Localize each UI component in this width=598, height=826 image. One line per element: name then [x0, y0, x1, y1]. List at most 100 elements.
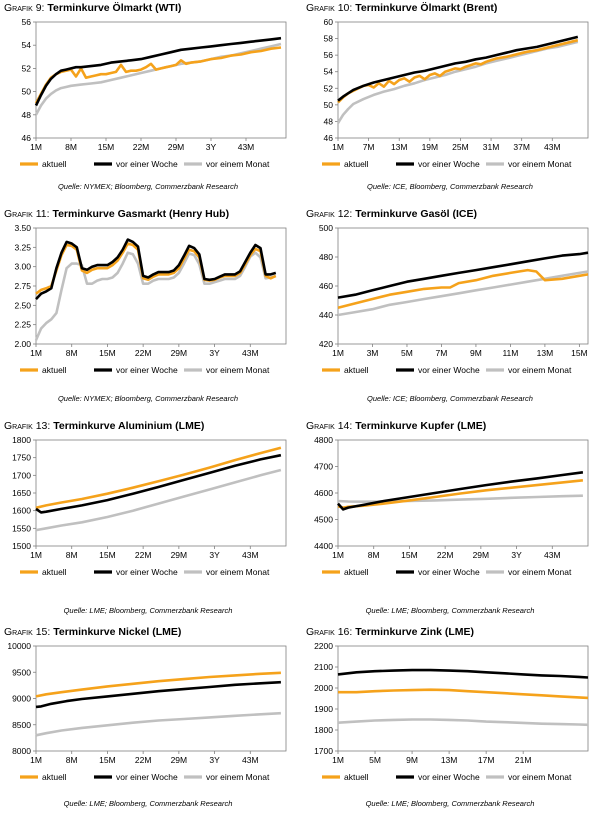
y-tick-label: 460 [319, 281, 333, 291]
legend-label: vor einem Monat [508, 772, 572, 782]
legend-label: vor einer Woche [418, 159, 480, 169]
x-tick-label: 15M [401, 550, 418, 560]
series-line-aktuell [35, 446, 282, 510]
title-prefix: Grafik [4, 626, 33, 638]
y-tick-label: 4800 [314, 435, 333, 445]
chart-panel-brent: Grafik 10: Terminkurve Ölmarkt (Brent) 4… [304, 2, 596, 202]
x-tick-label: 25M [452, 142, 469, 152]
title-prefix: Grafik [4, 2, 33, 14]
x-tick-label: 3M [367, 348, 379, 358]
chart-number: 13: [35, 420, 51, 432]
chart-title: Grafik 13: Terminkurve Aluminium (LME) [4, 420, 204, 432]
legend-label: vor einer Woche [116, 365, 178, 375]
line-chart-wti: 46 48 50 52 54 56 1M 8M 15M 22M 29M 3Y 43M aktuell vor… [20, 17, 287, 169]
x-tick-label: 43M [544, 550, 561, 560]
legend-label: vor einem Monat [206, 159, 270, 169]
plot-frame [35, 21, 287, 139]
x-tick-label: 15M [99, 550, 116, 560]
y-tick-label: 1700 [12, 470, 31, 480]
y-tick-label: 3.00 [14, 262, 31, 272]
line-chart-aluminium: 1500 1550 1600 1650 1700 1750 1800 1M 8M 15M 22M 29… [12, 435, 287, 577]
x-tick-label: 15M [99, 755, 116, 765]
y-tick-label: 52 [22, 63, 32, 73]
chart-number: 15: [35, 626, 51, 638]
chart-source: Quelle: LME; Bloomberg, Commerzbank Rese… [365, 799, 535, 808]
legend-label: vor einer Woche [116, 567, 178, 577]
y-tick-label: 1650 [12, 488, 31, 498]
legend-label: aktuell [344, 365, 369, 375]
x-tick-label: 29M [171, 755, 188, 765]
x-tick-label: 7M [436, 348, 448, 358]
legend-label: aktuell [344, 772, 369, 782]
x-tick-label: 7M [363, 142, 375, 152]
y-tick-label: 60 [324, 17, 334, 27]
y-tick-label: 440 [319, 310, 333, 320]
x-tick-label: 37M [513, 142, 530, 152]
line-chart-zink: 1700 1800 1900 2000 2100 2200 1M 5M 9M 13M 17M 21M a… [314, 641, 589, 782]
legend-label: aktuell [344, 567, 369, 577]
chart-source: Quelle: ICE, Bloomberg, Commerzbank Rese… [367, 182, 533, 191]
y-tick-label: 8500 [12, 720, 31, 730]
chart-title-text: Terminkurve Gasmarkt (Henry Hub) [52, 208, 230, 220]
chart-panel-aluminium: Grafik 13: Terminkurve Aluminium (LME) 1… [2, 420, 294, 620]
y-tick-label: 56 [324, 50, 334, 60]
y-tick-label: 1750 [12, 453, 31, 463]
x-tick-label: 8M [66, 348, 78, 358]
x-tick-label: 1M [30, 550, 42, 560]
chart-panel-nickel: Grafik 15: Terminkurve Nickel (LME) 8000… [2, 626, 294, 826]
x-tick-label: 3Y [209, 755, 220, 765]
chart-title: Grafik 9: Terminkurve Ölmarkt (WTI) [4, 2, 181, 14]
y-tick-label: 2.00 [14, 339, 31, 349]
legend-label: vor einer Woche [116, 772, 178, 782]
chart-title-text: Terminkurve Ölmarkt (Brent) [355, 2, 498, 14]
x-tick-label: 1M [332, 755, 344, 765]
legend-label: vor einem Monat [206, 567, 270, 577]
y-tick-label: 3.25 [14, 242, 31, 252]
y-tick-label: 58 [324, 34, 334, 44]
x-tick-label: 19M [422, 142, 439, 152]
x-tick-label: 31M [483, 142, 500, 152]
y-tick-label: 1600 [12, 506, 31, 516]
series-line-vor-einem-Monat [337, 718, 589, 727]
legend-label: vor einem Monat [508, 365, 572, 375]
x-tick-label: 43M [238, 142, 255, 152]
x-tick-label: 3Y [209, 550, 220, 560]
y-tick-label: 2000 [314, 683, 333, 693]
x-tick-label: 43M [242, 550, 259, 560]
x-tick-label: 29M [171, 550, 188, 560]
y-tick-label: 4600 [314, 488, 333, 498]
chart-number: 10: [337, 2, 353, 14]
chart-title-text: Terminkurve Zink (LME) [355, 626, 475, 638]
chart-title-text: Terminkurve Aluminium (LME) [53, 420, 205, 432]
x-tick-label: 8M [65, 142, 77, 152]
series-line-aktuell [35, 242, 277, 295]
series-line-vor-einem-Monat [34, 251, 277, 341]
chart-title: Grafik 10: Terminkurve Ölmarkt (Brent) [306, 2, 497, 14]
x-tick-label: 1M [30, 142, 42, 152]
y-tick-label: 480 [319, 252, 333, 262]
chart-title-text: Terminkurve Kupfer (LME) [355, 420, 487, 432]
x-tick-label: 22M [135, 755, 152, 765]
chart-source: Quelle: ICE; Bloomberg, Commerzbank Rese… [367, 394, 533, 403]
line-chart-gasoil: 420 440 460 480 500 1M 3M 5M 7M 9M 11M 13M 15M aktuel… [319, 223, 589, 375]
legend-label: aktuell [344, 159, 369, 169]
y-tick-label: 2.25 [14, 320, 31, 330]
x-tick-label: 3Y [206, 142, 217, 152]
y-tick-label: 2200 [314, 641, 333, 651]
x-tick-label: 8M [66, 755, 78, 765]
chart-panel-kupfer: Grafik 14: Terminkurve Kupfer (LME) 4400… [304, 420, 596, 620]
y-tick-label: 46 [22, 133, 32, 143]
chart-number: 11: [35, 208, 50, 220]
legend-label: vor einer Woche [418, 567, 480, 577]
y-tick-label: 8000 [12, 746, 31, 756]
title-prefix: Grafik [306, 626, 335, 638]
legend-label: vor einem Monat [508, 159, 572, 169]
x-tick-label: 21M [515, 755, 532, 765]
line-chart-nickel: 8000 8500 9000 9500 10000 1M 8M 15M 22M 29M 3Y 43M a… [7, 641, 287, 782]
y-tick-label: 500 [319, 223, 333, 233]
y-tick-label: 48 [324, 116, 334, 126]
x-tick-label: 1M [30, 348, 42, 358]
chart-title-text: Terminkurve Ölmarkt (WTI) [47, 2, 182, 14]
y-tick-label: 1900 [314, 704, 333, 714]
series-line-vor-einer-Woche [34, 36, 282, 107]
